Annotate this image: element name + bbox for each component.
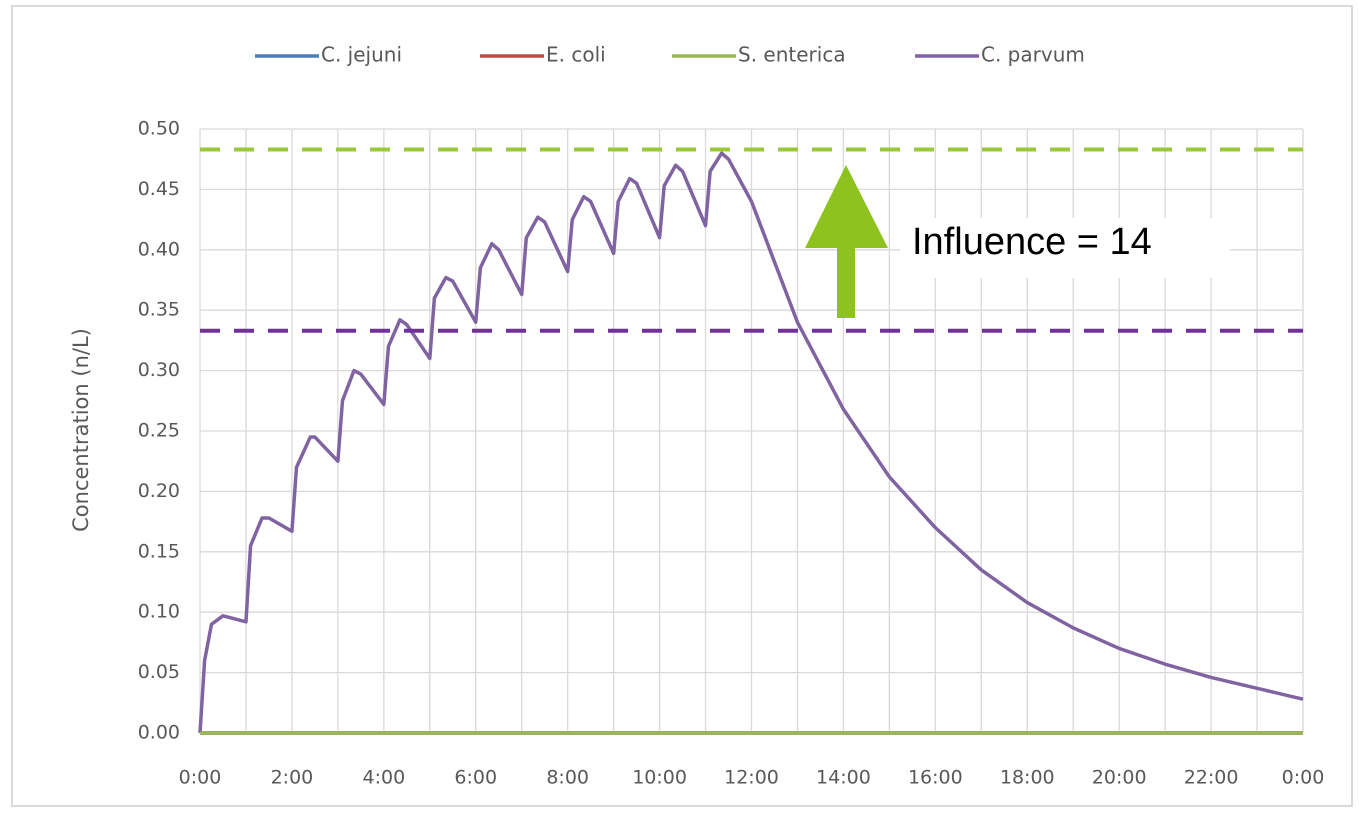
legend-label: C. parvum [981, 43, 1085, 67]
x-tick-label: 0:00 [179, 767, 222, 789]
y-tick-label: 0.05 [138, 661, 180, 683]
legend-label: E. coli [546, 43, 606, 67]
x-tick-label: 12:00 [724, 767, 779, 789]
series-line [198, 151, 1304, 734]
x-tick-label: 8:00 [546, 767, 589, 789]
annotation-background [900, 218, 1230, 278]
y-tick-label: 0.10 [138, 601, 180, 623]
y-tick-label: 0.50 [138, 118, 180, 140]
grid [199, 128, 1304, 734]
x-tick-label: 10:00 [632, 767, 687, 789]
reference-lines [200, 147, 1303, 333]
x-tick-label: 4:00 [362, 767, 405, 789]
chart-border [11, 5, 1353, 807]
legend-label: S. enterica [738, 43, 846, 67]
annotation: Influence = 14 [912, 221, 1152, 263]
x-tick-label: 22:00 [1184, 767, 1239, 789]
x-tick-label: 18:00 [1000, 767, 1055, 789]
y-tick-label: 0.15 [138, 540, 180, 562]
y-tick-label: 0.25 [138, 420, 180, 442]
series-group [198, 151, 1304, 735]
y-tick-label: 0.20 [138, 480, 180, 502]
y-tick-label: 0.45 [138, 178, 180, 200]
legend: C. jejuni E. coli S. enterica C. parvum [255, 43, 1085, 67]
x-tick-label: 16:00 [908, 767, 963, 789]
y-tick-label: 0.00 [138, 722, 180, 744]
y-tick-label: 0.40 [138, 238, 180, 260]
legend-label: C. jejuni [321, 43, 402, 67]
y-tick-label: 0.35 [138, 299, 180, 321]
y-tick-label: 0.30 [138, 359, 180, 381]
labels: 0.00 0.05 0.10 0.15 0.20 0.25 0.30 0.35 0.40 0.45… [138, 118, 1325, 789]
x-tick-label: 2:00 [271, 767, 314, 789]
x-tick-label: 6:00 [454, 767, 497, 789]
arrow [805, 165, 888, 318]
y-axis-label: Concentration (n/L) [69, 328, 93, 532]
x-tick-label: 14:00 [816, 767, 871, 789]
x-tick-label: 20:00 [1092, 767, 1147, 789]
x-tick-label: 0:00 [1282, 767, 1325, 789]
